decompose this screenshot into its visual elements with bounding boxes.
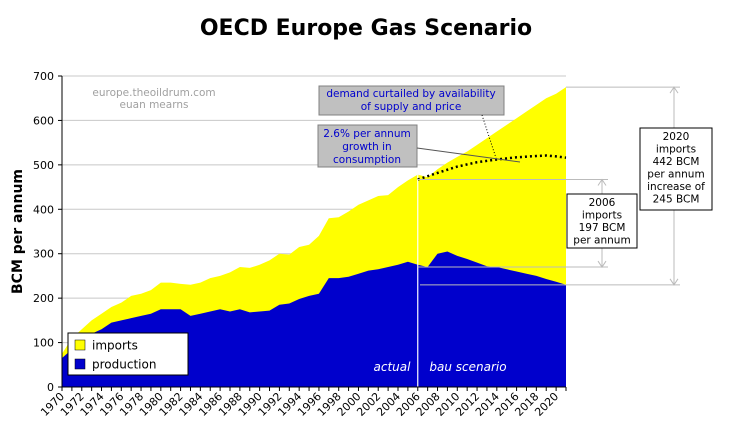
- growth-callout-text: growth in: [342, 141, 391, 153]
- demand-callout-box: [318, 85, 505, 116]
- credit-text: euan mearns: [120, 99, 189, 111]
- y-tick-label: 400: [33, 203, 54, 216]
- y-tick-labels: 0 100 200 300 400 500 600 700: [33, 70, 54, 394]
- legend-swatch-production: [74, 358, 86, 370]
- imports-2020-text: imports: [656, 144, 696, 156]
- projection-series: [417, 154, 567, 181]
- y-tick-label: 300: [33, 248, 54, 261]
- legend-box: [67, 332, 189, 376]
- bracket-2006-arrowhead: [597, 178, 607, 186]
- growth-callout-leader: [416, 147, 521, 163]
- imports-2020-text: per annum: [647, 169, 704, 181]
- y-tick-label: 700: [33, 70, 54, 83]
- y-axis-label: BCM per annum: [10, 169, 26, 294]
- demand-curtailed-line: [417, 154, 567, 181]
- imports-2006-text: 197 BCM: [579, 222, 626, 234]
- bracket-2020-arrowhead: [669, 86, 679, 94]
- imports-2006-text: 2006: [589, 197, 616, 209]
- imports-2020-text: 245 BCM: [653, 194, 700, 206]
- demand-callout-text: demand curtailed by availability: [326, 88, 495, 100]
- growth-callout-text: 2.6% per annum: [323, 128, 410, 140]
- chart-title: OECD Europe Gas Scenario: [199, 16, 533, 41]
- bracket-2006-arrowhead: [597, 260, 607, 268]
- actual-label: actual: [374, 360, 412, 374]
- x-tick-labels: 1970197219741976197819801982198419861988…: [38, 390, 561, 419]
- y-tick-label: 500: [33, 159, 54, 172]
- legend-label-imports: imports: [92, 339, 138, 353]
- imports-2020-box: [639, 127, 713, 211]
- axes: BCM per annum: [10, 75, 567, 391]
- imports-2006-text: per annum: [573, 235, 630, 247]
- imports-2006-text: imports: [582, 210, 622, 222]
- y-tick-label: 0: [47, 381, 54, 394]
- imports-2006-box: [566, 193, 638, 249]
- bau-scenario-label: bau scenario: [429, 360, 506, 374]
- y-tick-label: 600: [33, 114, 54, 127]
- legend-swatch-imports: [74, 339, 86, 351]
- growth-callout-text: consumption: [333, 154, 401, 166]
- imports-2020-text: 2020: [663, 131, 690, 143]
- legend-label-production: production: [92, 358, 156, 372]
- y-tick-label: 100: [33, 337, 54, 350]
- legend: imports production: [67, 332, 189, 376]
- bracket-2020-arrowhead: [669, 278, 679, 286]
- growth-callout-box: [317, 124, 418, 168]
- imports-2020-text: 442 BCM: [653, 156, 700, 168]
- y-tick-label: 200: [33, 292, 54, 305]
- imports-2020-text: increase of: [647, 181, 705, 193]
- credit-text: europe.theoildrum.com: [92, 87, 215, 99]
- demand-callout-text: of supply and price: [361, 101, 462, 113]
